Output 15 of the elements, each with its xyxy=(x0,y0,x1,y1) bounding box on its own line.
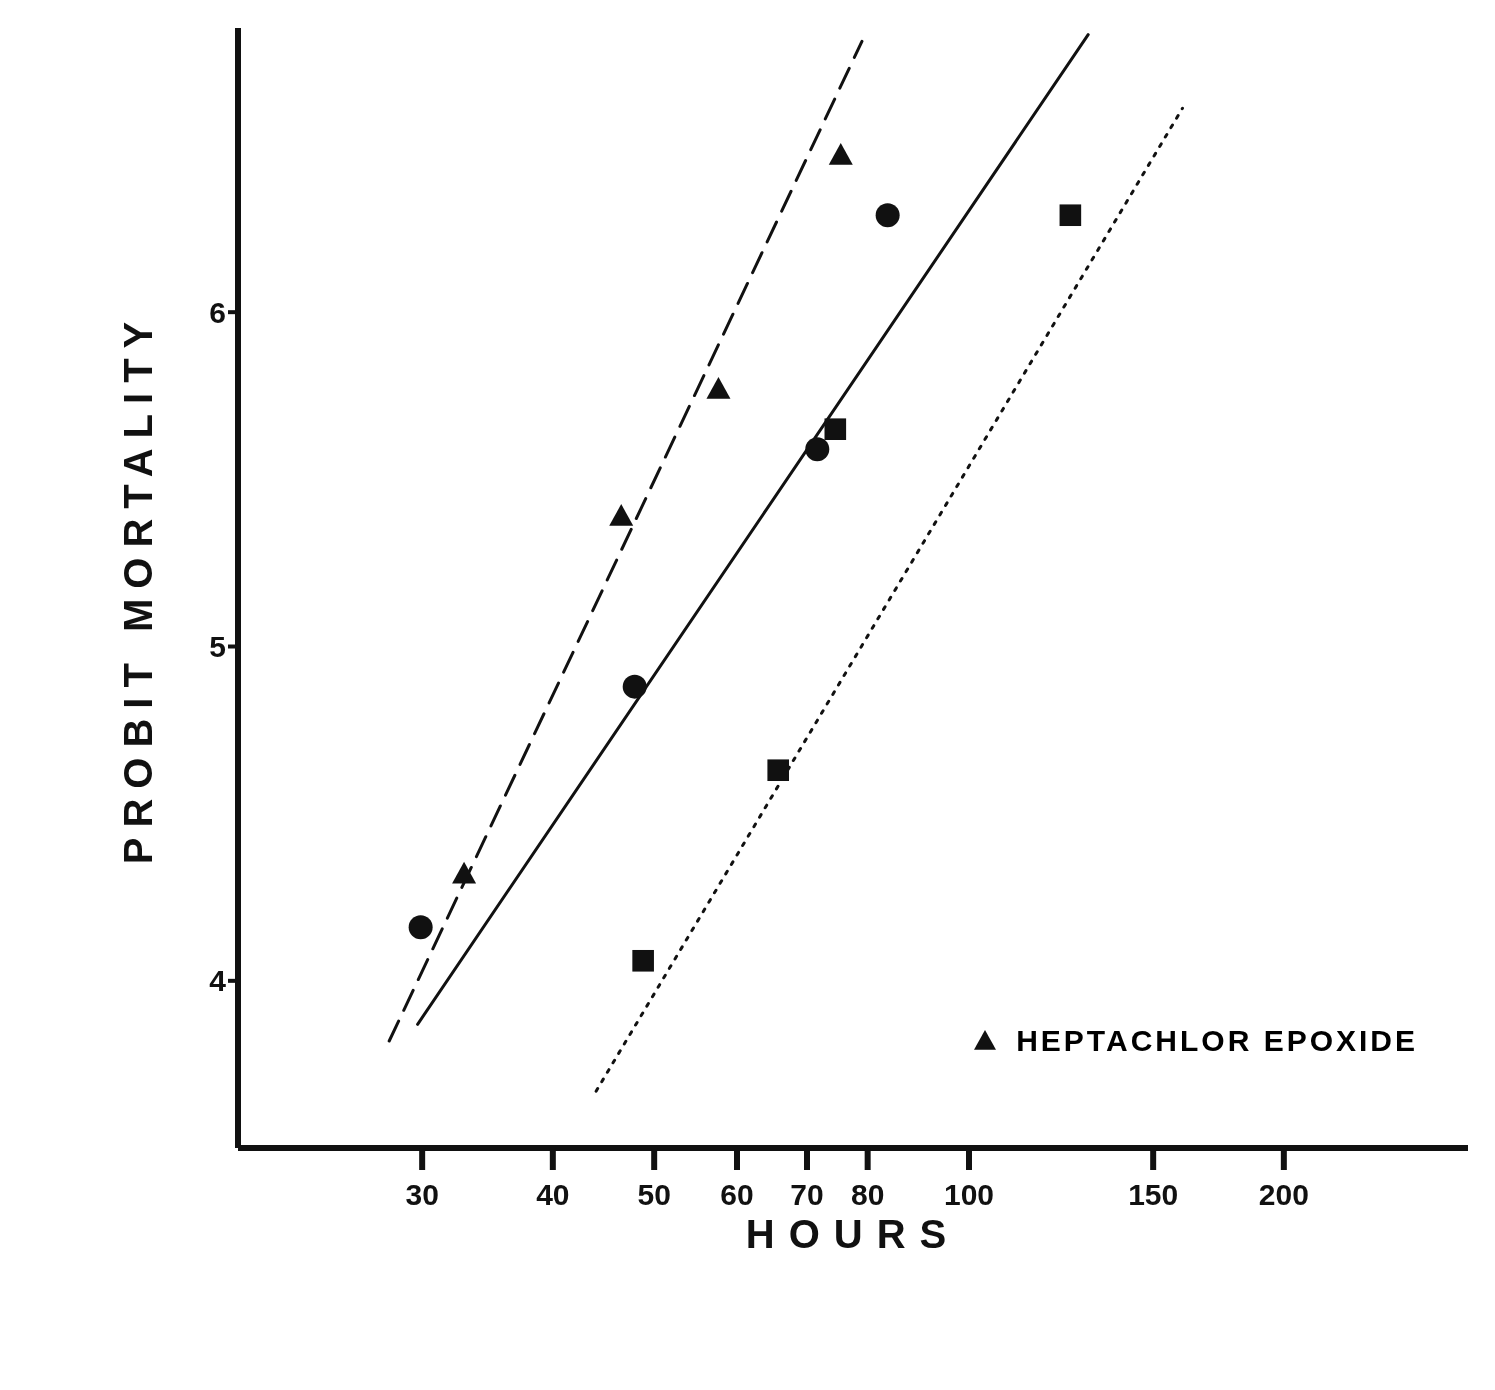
x-tick-label: 200 xyxy=(1258,1178,1309,1212)
y-axis-title: PROBIT MORTALITY xyxy=(116,311,161,865)
x-tick-label: 70 xyxy=(790,1178,824,1212)
y-tick-label: 4 xyxy=(209,964,227,998)
x-tick-label: 40 xyxy=(536,1178,570,1212)
legend-label: HEPTACHLOR EPOXIDE xyxy=(1016,1024,1418,1058)
x-axis-title: HOURS xyxy=(745,1212,961,1256)
x-tick-label: 50 xyxy=(637,1178,671,1212)
x-tick-label: 150 xyxy=(1128,1178,1179,1212)
x-tick-label: 60 xyxy=(720,1178,754,1212)
x-tick-label: 30 xyxy=(405,1178,439,1212)
y-tick-label: 5 xyxy=(209,630,226,664)
x-tick-label: 80 xyxy=(850,1178,885,1212)
y-tick-label: 6 xyxy=(209,295,226,329)
x-tick-label: 100 xyxy=(943,1178,995,1212)
